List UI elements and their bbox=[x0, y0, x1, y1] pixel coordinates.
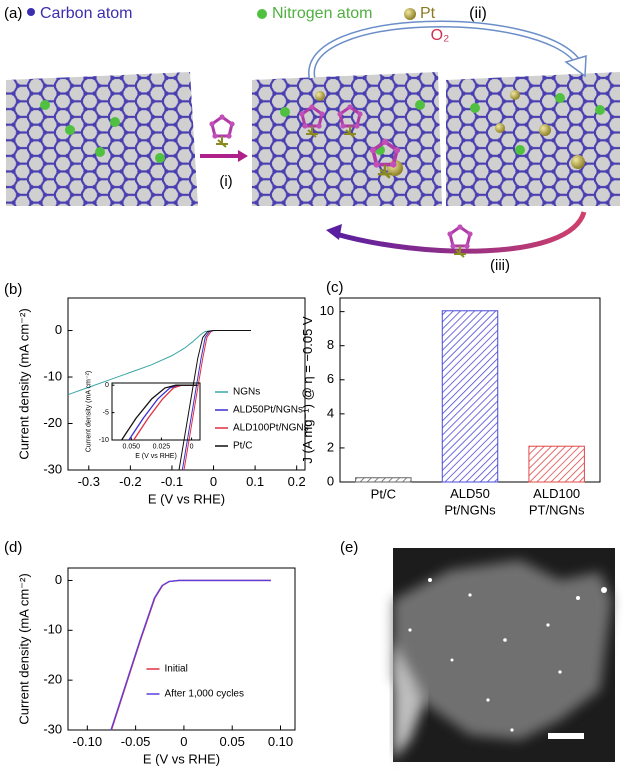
legend-label: Pt bbox=[420, 5, 436, 22]
sheet bbox=[446, 72, 620, 206]
x-tick-label: ALD100 PT/NGNs bbox=[529, 486, 585, 517]
plot-frame bbox=[111, 382, 201, 441]
gas-label: O₂ bbox=[431, 27, 450, 44]
bar bbox=[355, 477, 412, 483]
panel-label: (b) bbox=[4, 281, 22, 298]
sheet bbox=[252, 72, 442, 206]
inset-bg bbox=[68, 298, 305, 470]
series-line bbox=[121, 384, 198, 441]
bar bbox=[441, 310, 499, 483]
legend-label: Pt/C bbox=[233, 441, 252, 452]
panel-label: (a) bbox=[4, 5, 22, 22]
x-tick-label: 0.10 bbox=[268, 734, 293, 749]
y-tick-label: 0 bbox=[55, 322, 62, 337]
x-tick-label: ALD50 Pt/NGNs bbox=[444, 486, 496, 517]
x-tick-label: 0.2 bbox=[288, 474, 306, 489]
x-tick-label: 0.1 bbox=[246, 474, 264, 489]
y-tick-label: -20 bbox=[43, 415, 62, 430]
step-label: (iii) bbox=[490, 257, 510, 274]
x-axis-label: E (V vs RHE) bbox=[148, 491, 225, 506]
sheet bbox=[6, 72, 198, 206]
legend-label: Nitrogen atom bbox=[272, 5, 373, 22]
x-tick-label: -0.1 bbox=[161, 474, 183, 489]
y-tick-label: 0 bbox=[105, 382, 109, 389]
legend-label: ALD50Pt/NGNs bbox=[233, 405, 303, 416]
y-tick-label: 10 bbox=[320, 303, 334, 318]
bar bbox=[528, 445, 585, 483]
y-axis-label: J (A mg⁻¹) @ η = −0.05 V bbox=[300, 316, 315, 464]
y-tick-label: -30 bbox=[43, 721, 62, 736]
step-label: (ii) bbox=[469, 5, 487, 22]
y-tick-label: -10 bbox=[43, 368, 62, 383]
legend-label: Initial bbox=[165, 664, 188, 675]
scale-bar bbox=[548, 733, 584, 739]
y-tick-label: 4 bbox=[327, 405, 334, 420]
x-tick-label: -0.10 bbox=[72, 734, 102, 749]
nitrogen-icon bbox=[257, 9, 267, 19]
plot-frame bbox=[67, 567, 296, 731]
x-tick-label: 0 bbox=[190, 443, 194, 450]
series-line bbox=[110, 579, 271, 731]
y-tick-label: 0 bbox=[55, 572, 62, 587]
y-axis-label: Current density (mA cm⁻²) bbox=[17, 308, 32, 459]
legend-label: NGNs bbox=[233, 387, 260, 398]
y-axis-label: Current density (mA cm⁻²) bbox=[17, 573, 32, 724]
y-tick-label: -20 bbox=[43, 672, 62, 687]
y-tick-label: -10 bbox=[99, 437, 109, 444]
panel-label: (d) bbox=[4, 539, 22, 556]
y-tick-label: 2 bbox=[327, 439, 334, 454]
y-tick-label: 8 bbox=[327, 337, 334, 352]
y-tick-label: 6 bbox=[327, 371, 334, 386]
x-axis-label: E (V vs RHE) bbox=[135, 453, 177, 460]
x-tick-label: -0.2 bbox=[119, 474, 141, 489]
x-tick-label: -0.05 bbox=[121, 734, 151, 749]
legend-label: After 1,000 cycles bbox=[165, 689, 244, 700]
y-tick-label: -30 bbox=[43, 461, 62, 476]
y-axis-label: Current density (mA cm⁻²) bbox=[86, 371, 93, 453]
x-tick-label: 0 bbox=[210, 474, 217, 489]
legend-label: ALD100Pt/NGNs bbox=[233, 423, 309, 434]
x-tick-label: 0.050 bbox=[123, 443, 141, 450]
x-tick-label: 0 bbox=[180, 734, 187, 749]
x-axis-label: E (V vs RHE) bbox=[143, 751, 220, 766]
y-tick-label: -10 bbox=[43, 622, 62, 637]
step-label: (i) bbox=[219, 173, 232, 190]
arrow-ii bbox=[308, 20, 587, 79]
arrow-i bbox=[200, 112, 248, 162]
x-tick-label: 0.025 bbox=[153, 443, 171, 450]
x-tick-label: -0.3 bbox=[78, 474, 100, 489]
series-line bbox=[178, 330, 251, 471]
y-tick-label: 0 bbox=[327, 473, 334, 488]
pt-icon bbox=[404, 8, 416, 20]
legend-label: Carbon atom bbox=[40, 5, 133, 22]
panel-label: (e) bbox=[340, 539, 358, 556]
y-tick-label: -5 bbox=[103, 409, 109, 416]
x-tick-label: 0.05 bbox=[220, 734, 245, 749]
carbon-icon bbox=[27, 8, 35, 16]
micrograph: (e) bbox=[340, 539, 615, 762]
schematic: (a) Carbon atom Nitrogen atom Pt bbox=[4, 5, 620, 274]
x-tick-label: Pt/C bbox=[371, 486, 396, 501]
arrow-iii bbox=[326, 211, 587, 259]
plot-frame bbox=[67, 297, 306, 471]
panel-label: (c) bbox=[326, 279, 344, 296]
